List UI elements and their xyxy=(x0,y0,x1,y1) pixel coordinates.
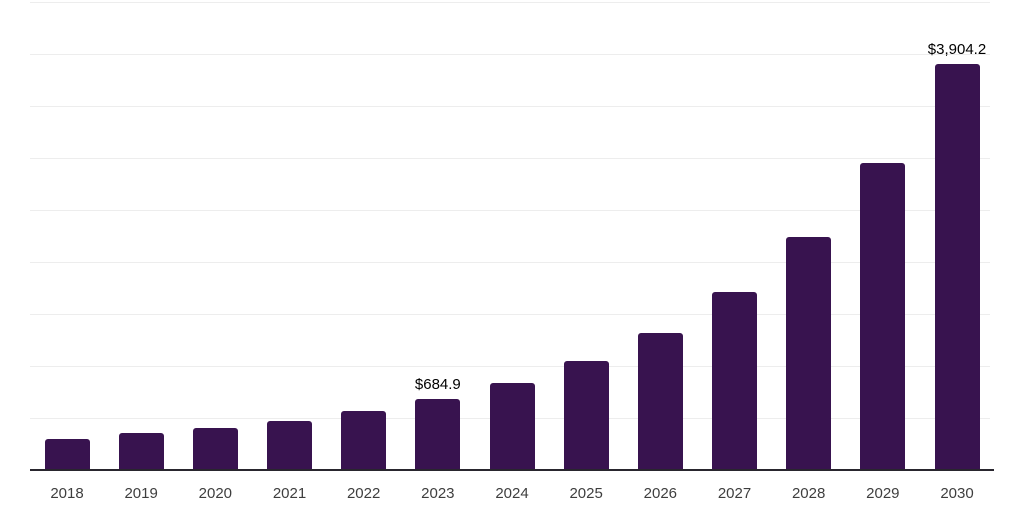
gridline-1500 xyxy=(30,314,990,315)
x-tick-2018: 2018 xyxy=(50,485,84,502)
bar-2024 xyxy=(489,382,535,470)
gridline-3000 xyxy=(30,158,990,159)
bar-2025 xyxy=(563,361,609,470)
gridline-1000 xyxy=(30,366,990,367)
x-tick-2030: 2030 xyxy=(940,485,974,502)
x-tick-2020: 2020 xyxy=(198,485,233,502)
bar-2030 xyxy=(934,63,980,470)
x-tick-2022: 2022 xyxy=(346,485,381,502)
bar-2023 xyxy=(415,398,461,470)
x-tick-2019: 2019 xyxy=(124,485,158,502)
bar-2022 xyxy=(341,411,387,470)
bar-2020 xyxy=(192,428,238,470)
bar-2029 xyxy=(860,163,906,470)
x-axis-line xyxy=(30,469,994,471)
x-tick-2021: 2021 xyxy=(272,485,307,502)
value-label-2030: $3,904.2 xyxy=(927,40,987,58)
bar-2027 xyxy=(712,292,757,470)
bar-2019 xyxy=(118,433,164,470)
x-tick-2024: 2024 xyxy=(495,485,529,502)
x-tick-2029: 2029 xyxy=(866,485,900,502)
gridline-2500 xyxy=(30,210,990,211)
bar-2026 xyxy=(637,333,683,470)
bar-2021 xyxy=(267,420,312,470)
gridline-4000 xyxy=(30,54,990,55)
gridline-2000 xyxy=(30,262,990,263)
x-tick-2026: 2026 xyxy=(643,485,678,502)
value-label-2023: $684.9 xyxy=(414,375,461,393)
x-tick-2028: 2028 xyxy=(791,485,826,502)
bar-2028 xyxy=(786,237,832,470)
gridline-3500 xyxy=(30,106,990,107)
x-tick-2025: 2025 xyxy=(569,485,603,502)
bar-2018 xyxy=(44,439,90,470)
x-tick-2027: 2027 xyxy=(717,485,752,502)
x-tick-2023: 2023 xyxy=(421,485,455,502)
gridline-4500 xyxy=(30,2,990,3)
